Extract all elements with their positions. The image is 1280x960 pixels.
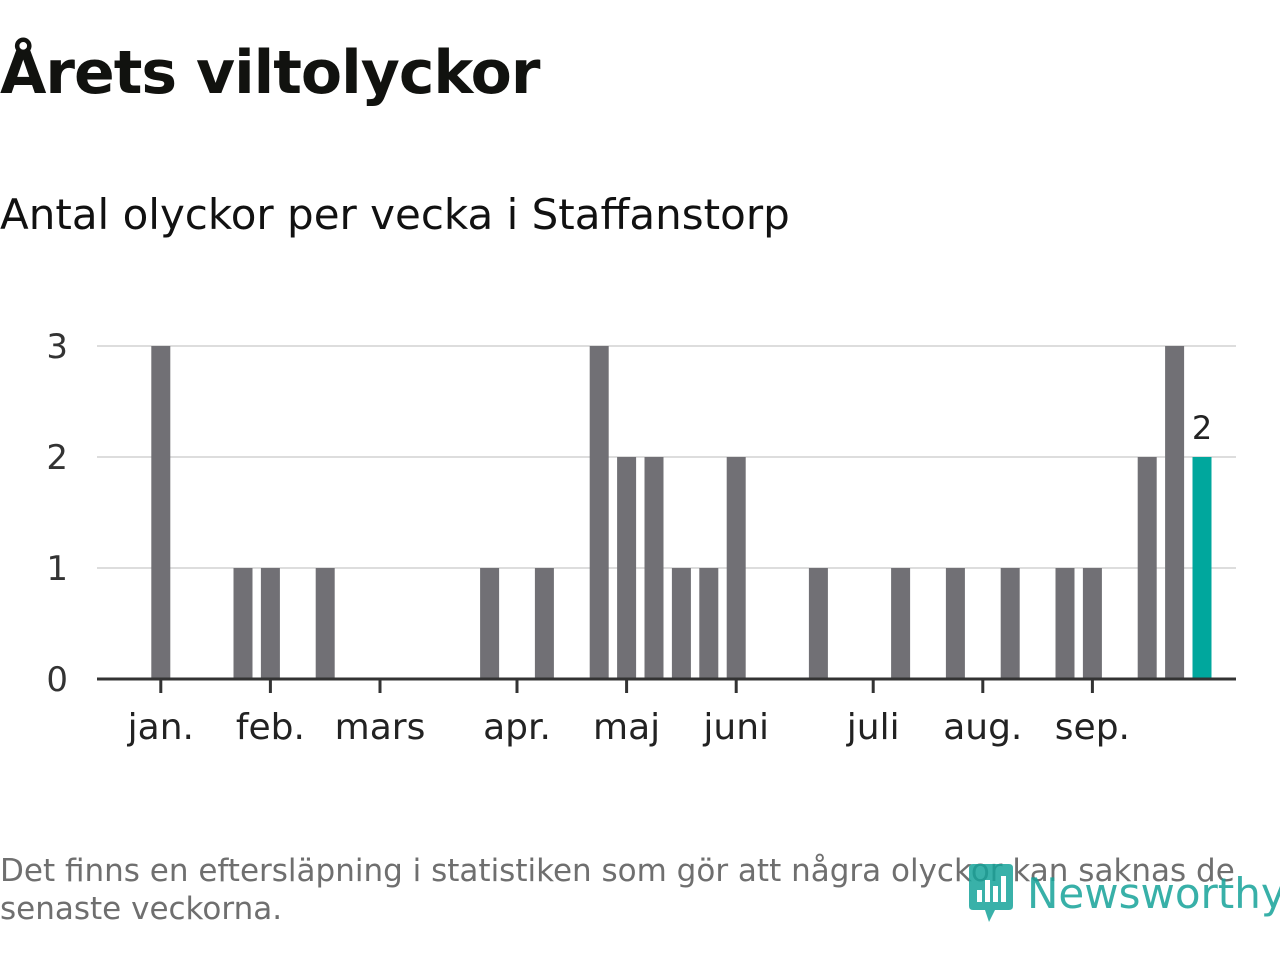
bar	[151, 346, 171, 679]
bar	[726, 457, 746, 679]
bar	[644, 457, 664, 679]
y-tick-label: 3	[46, 327, 68, 367]
x-tick-label: aug.	[943, 707, 1022, 748]
brand-name: Newsworthy	[1027, 868, 1280, 918]
y-tick-label: 0	[46, 660, 68, 700]
bar	[1082, 568, 1102, 679]
newsworthy-chart-icon	[969, 864, 1013, 922]
x-tick-label: mars	[335, 707, 426, 748]
chart-title: Årets viltolyckor	[0, 38, 540, 108]
bar	[891, 568, 911, 679]
y-axis-tick-labels: 0 1 2 3	[46, 327, 68, 700]
grid-lines	[97, 345, 1236, 569]
last-bar-value-label: 2	[1192, 409, 1212, 447]
y-tick-label: 1	[46, 549, 68, 589]
x-tick-label: feb.	[236, 707, 305, 748]
bar	[1055, 568, 1075, 679]
bar	[671, 568, 691, 679]
footnote: Det finns en eftersläpning i statistiken…	[0, 853, 1235, 927]
x-tick-label: apr.	[483, 707, 551, 748]
x-tick-label: jan.	[127, 707, 194, 748]
bar	[1137, 457, 1157, 679]
bar	[1000, 568, 1020, 679]
bar	[315, 568, 335, 679]
bar	[1165, 346, 1185, 679]
bar	[945, 568, 965, 679]
bar	[617, 457, 637, 679]
bar	[699, 568, 719, 679]
newsworthy-logo: Newsworthy	[965, 858, 1280, 928]
bar	[260, 568, 280, 679]
bar-chart: 0 1 2 3 jan. feb. mars apr. maj juni juli aug. sep.…	[46, 327, 1236, 748]
x-tick-label: juni	[702, 707, 769, 748]
chart-subtitle: Antal olyckor per vecka i Staffanstorp	[0, 190, 790, 239]
bar	[480, 568, 500, 679]
bar-highlight	[1192, 457, 1212, 679]
x-axis-month-ticks: jan. feb. mars apr. maj juni juli aug. sep.	[127, 679, 1130, 748]
x-tick-label: sep.	[1055, 707, 1130, 748]
bar	[233, 568, 253, 679]
y-tick-label: 2	[46, 438, 68, 478]
bar	[534, 568, 554, 679]
x-tick-label: juli	[846, 707, 900, 748]
bar	[808, 568, 828, 679]
x-tick-label: maj	[593, 707, 660, 748]
bars	[151, 346, 1212, 679]
bar	[589, 346, 609, 679]
